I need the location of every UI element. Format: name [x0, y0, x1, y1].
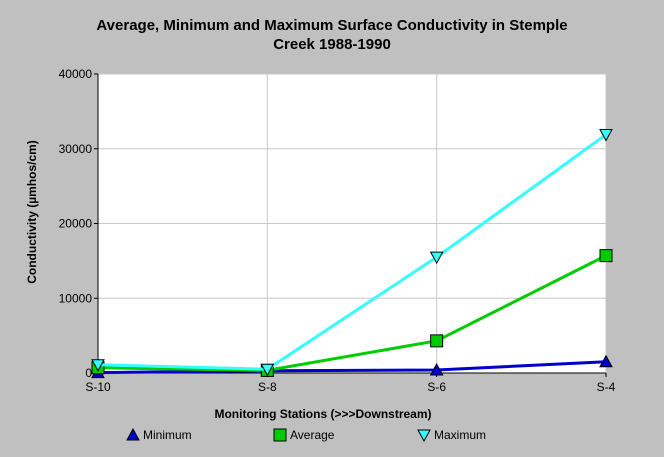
legend-marker-minimum — [126, 427, 140, 441]
data-point-maximum — [91, 359, 105, 372]
data-point-average — [599, 249, 613, 263]
legend-label-minimum: Minimum — [143, 428, 192, 442]
x-axis-label: Monitoring Stations (>>>Downstream) — [214, 407, 431, 421]
x-ticks: S-10 S-8 S-6 S-4 — [85, 373, 616, 394]
data-point-minimum — [429, 362, 444, 376]
y-tick-label: 40000 — [59, 67, 93, 81]
data-point-average — [430, 334, 444, 348]
series-group — [91, 129, 613, 379]
y-axis-label: Conductivity (µmhos/cm) — [25, 140, 39, 284]
legend: Minimum Average Maximum — [126, 427, 486, 443]
grid — [98, 73, 607, 373]
series-line-maximum — [97, 133, 607, 371]
x-tick-label: S-10 — [85, 380, 111, 394]
series-maximum — [91, 129, 613, 377]
data-point-maximum — [429, 251, 444, 265]
chart-title-line-2: Creek 1988-1990 — [273, 36, 391, 53]
data-point-maximum — [599, 129, 613, 142]
data-point-minimum — [599, 354, 613, 368]
data-point-maximum — [260, 363, 275, 377]
legend-marker-maximum — [417, 429, 431, 443]
series-line-minimum — [97, 360, 607, 375]
y-tick-label: 0 — [85, 366, 92, 380]
chart-title-line-1: Average, Minimum and Maximum Surface Con… — [96, 17, 567, 34]
x-tick-label: S-6 — [427, 380, 446, 394]
y-tick-label: 10000 — [59, 291, 93, 305]
x-tick-label: S-4 — [597, 380, 616, 394]
legend-marker-average — [273, 428, 287, 442]
legend-label-maximum: Maximum — [434, 428, 486, 442]
y-tick-label: 20000 — [59, 217, 93, 231]
y-ticks: 0 10000 20000 30000 40000 — [59, 67, 98, 380]
series-line-average — [97, 254, 607, 372]
series-average — [91, 249, 613, 377]
x-tick-label: S-8 — [258, 380, 277, 394]
y-tick-label: 30000 — [59, 142, 93, 156]
legend-label-average: Average — [290, 428, 335, 442]
